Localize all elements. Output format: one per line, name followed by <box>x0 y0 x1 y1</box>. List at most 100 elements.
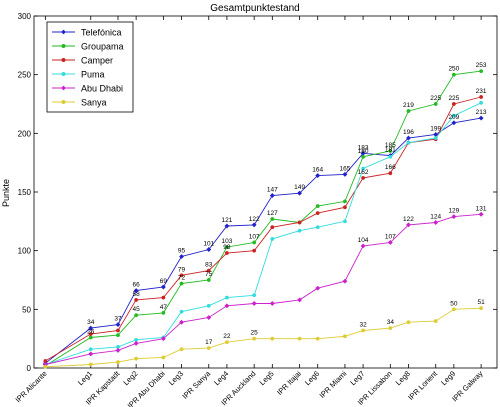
data-label: 164 <box>312 167 323 174</box>
data-point <box>206 314 212 321</box>
data-label: 149 <box>294 184 305 191</box>
chart-title: Gesamtpunktestand <box>210 3 300 14</box>
data-label: 199 <box>430 126 441 133</box>
data-point <box>451 120 457 126</box>
y-tick-label: 100 <box>18 247 32 256</box>
y-tick-label: 150 <box>18 188 32 197</box>
data-point <box>361 175 366 180</box>
data-point <box>160 336 166 342</box>
data-point <box>406 140 411 145</box>
data-point <box>342 199 347 204</box>
data-point <box>405 222 412 228</box>
data-point <box>116 333 120 338</box>
data-label: 183 <box>358 144 369 151</box>
data-label: 17 <box>205 339 213 346</box>
data-point <box>224 223 230 229</box>
data-point <box>179 347 184 352</box>
data-point <box>479 69 484 74</box>
data-point <box>479 100 484 105</box>
data-label: 122 <box>403 216 414 223</box>
data-point <box>406 320 411 325</box>
data-point <box>133 340 139 346</box>
data-point <box>433 102 438 106</box>
data-label: 213 <box>476 109 487 116</box>
data-label: 66 <box>133 282 141 289</box>
data-point <box>388 326 393 331</box>
legend-label: Groupama <box>81 42 124 52</box>
y-tick-label: 200 <box>18 129 32 138</box>
data-label: 104 <box>358 237 369 244</box>
data-point <box>451 307 456 312</box>
data-label: 219 <box>403 102 414 109</box>
data-point <box>315 211 320 216</box>
data-label: 181 <box>385 147 396 154</box>
data-label: 250 <box>448 66 459 73</box>
data-label: 147 <box>267 187 278 194</box>
data-point <box>88 332 93 336</box>
legend-label: Abu Dhabi <box>81 84 123 94</box>
data-label: 180 <box>358 148 369 155</box>
data-point <box>179 309 184 314</box>
legend-label: Telefónica <box>81 28 122 38</box>
data-label: 122 <box>249 216 260 223</box>
legend-swatch-marker <box>61 100 66 104</box>
data-point <box>161 295 166 300</box>
legend-box <box>46 21 134 113</box>
data-label: 50 <box>450 300 458 307</box>
data-point <box>134 313 139 318</box>
data-point <box>116 360 120 365</box>
data-point <box>406 109 411 113</box>
data-point <box>179 281 184 286</box>
data-point <box>160 284 166 290</box>
data-label: 69 <box>160 278 168 285</box>
y-tick-label: 300 <box>18 12 32 21</box>
data-point <box>252 336 257 341</box>
data-point <box>315 285 321 291</box>
legend-label: Camper <box>81 56 113 66</box>
data-point <box>88 351 94 357</box>
data-label: 166 <box>385 164 396 171</box>
data-label: 101 <box>203 240 214 247</box>
data-point <box>388 148 393 153</box>
data-point <box>270 236 275 241</box>
y-axis-label: Punkte <box>1 179 11 207</box>
data-point <box>270 217 275 221</box>
data-point <box>115 347 121 353</box>
data-point <box>206 268 211 273</box>
data-point <box>133 288 139 294</box>
data-label: 51 <box>477 299 485 306</box>
data-label: 95 <box>178 248 186 255</box>
data-point <box>342 171 348 177</box>
data-label: 22 <box>223 333 231 340</box>
data-point <box>251 222 257 228</box>
data-point <box>206 278 211 282</box>
data-point <box>269 300 275 307</box>
legend-label: Sanya <box>81 98 107 108</box>
data-point <box>252 240 257 245</box>
data-point <box>134 297 139 302</box>
data-point <box>224 295 229 300</box>
data-label: 34 <box>387 319 395 326</box>
data-point <box>479 95 484 99</box>
data-label: 72 <box>178 275 186 282</box>
data-point <box>88 335 93 340</box>
data-point <box>433 136 438 140</box>
data-point <box>296 297 303 303</box>
data-point <box>315 204 320 209</box>
data-point <box>206 246 212 253</box>
data-label: 103 <box>221 238 232 245</box>
legend-swatch-marker <box>61 44 66 48</box>
data-label: 162 <box>358 169 369 176</box>
y-tick-label: 0 <box>27 364 32 373</box>
data-label: 225 <box>430 95 441 102</box>
data-point <box>161 310 166 315</box>
data-point <box>388 154 393 159</box>
data-point <box>433 219 439 226</box>
data-label: 121 <box>221 217 232 224</box>
data-label: 32 <box>359 321 367 328</box>
data-point <box>134 356 139 361</box>
data-label: 83 <box>205 262 213 269</box>
data-point <box>88 325 94 331</box>
legend-swatch-marker <box>61 72 66 76</box>
